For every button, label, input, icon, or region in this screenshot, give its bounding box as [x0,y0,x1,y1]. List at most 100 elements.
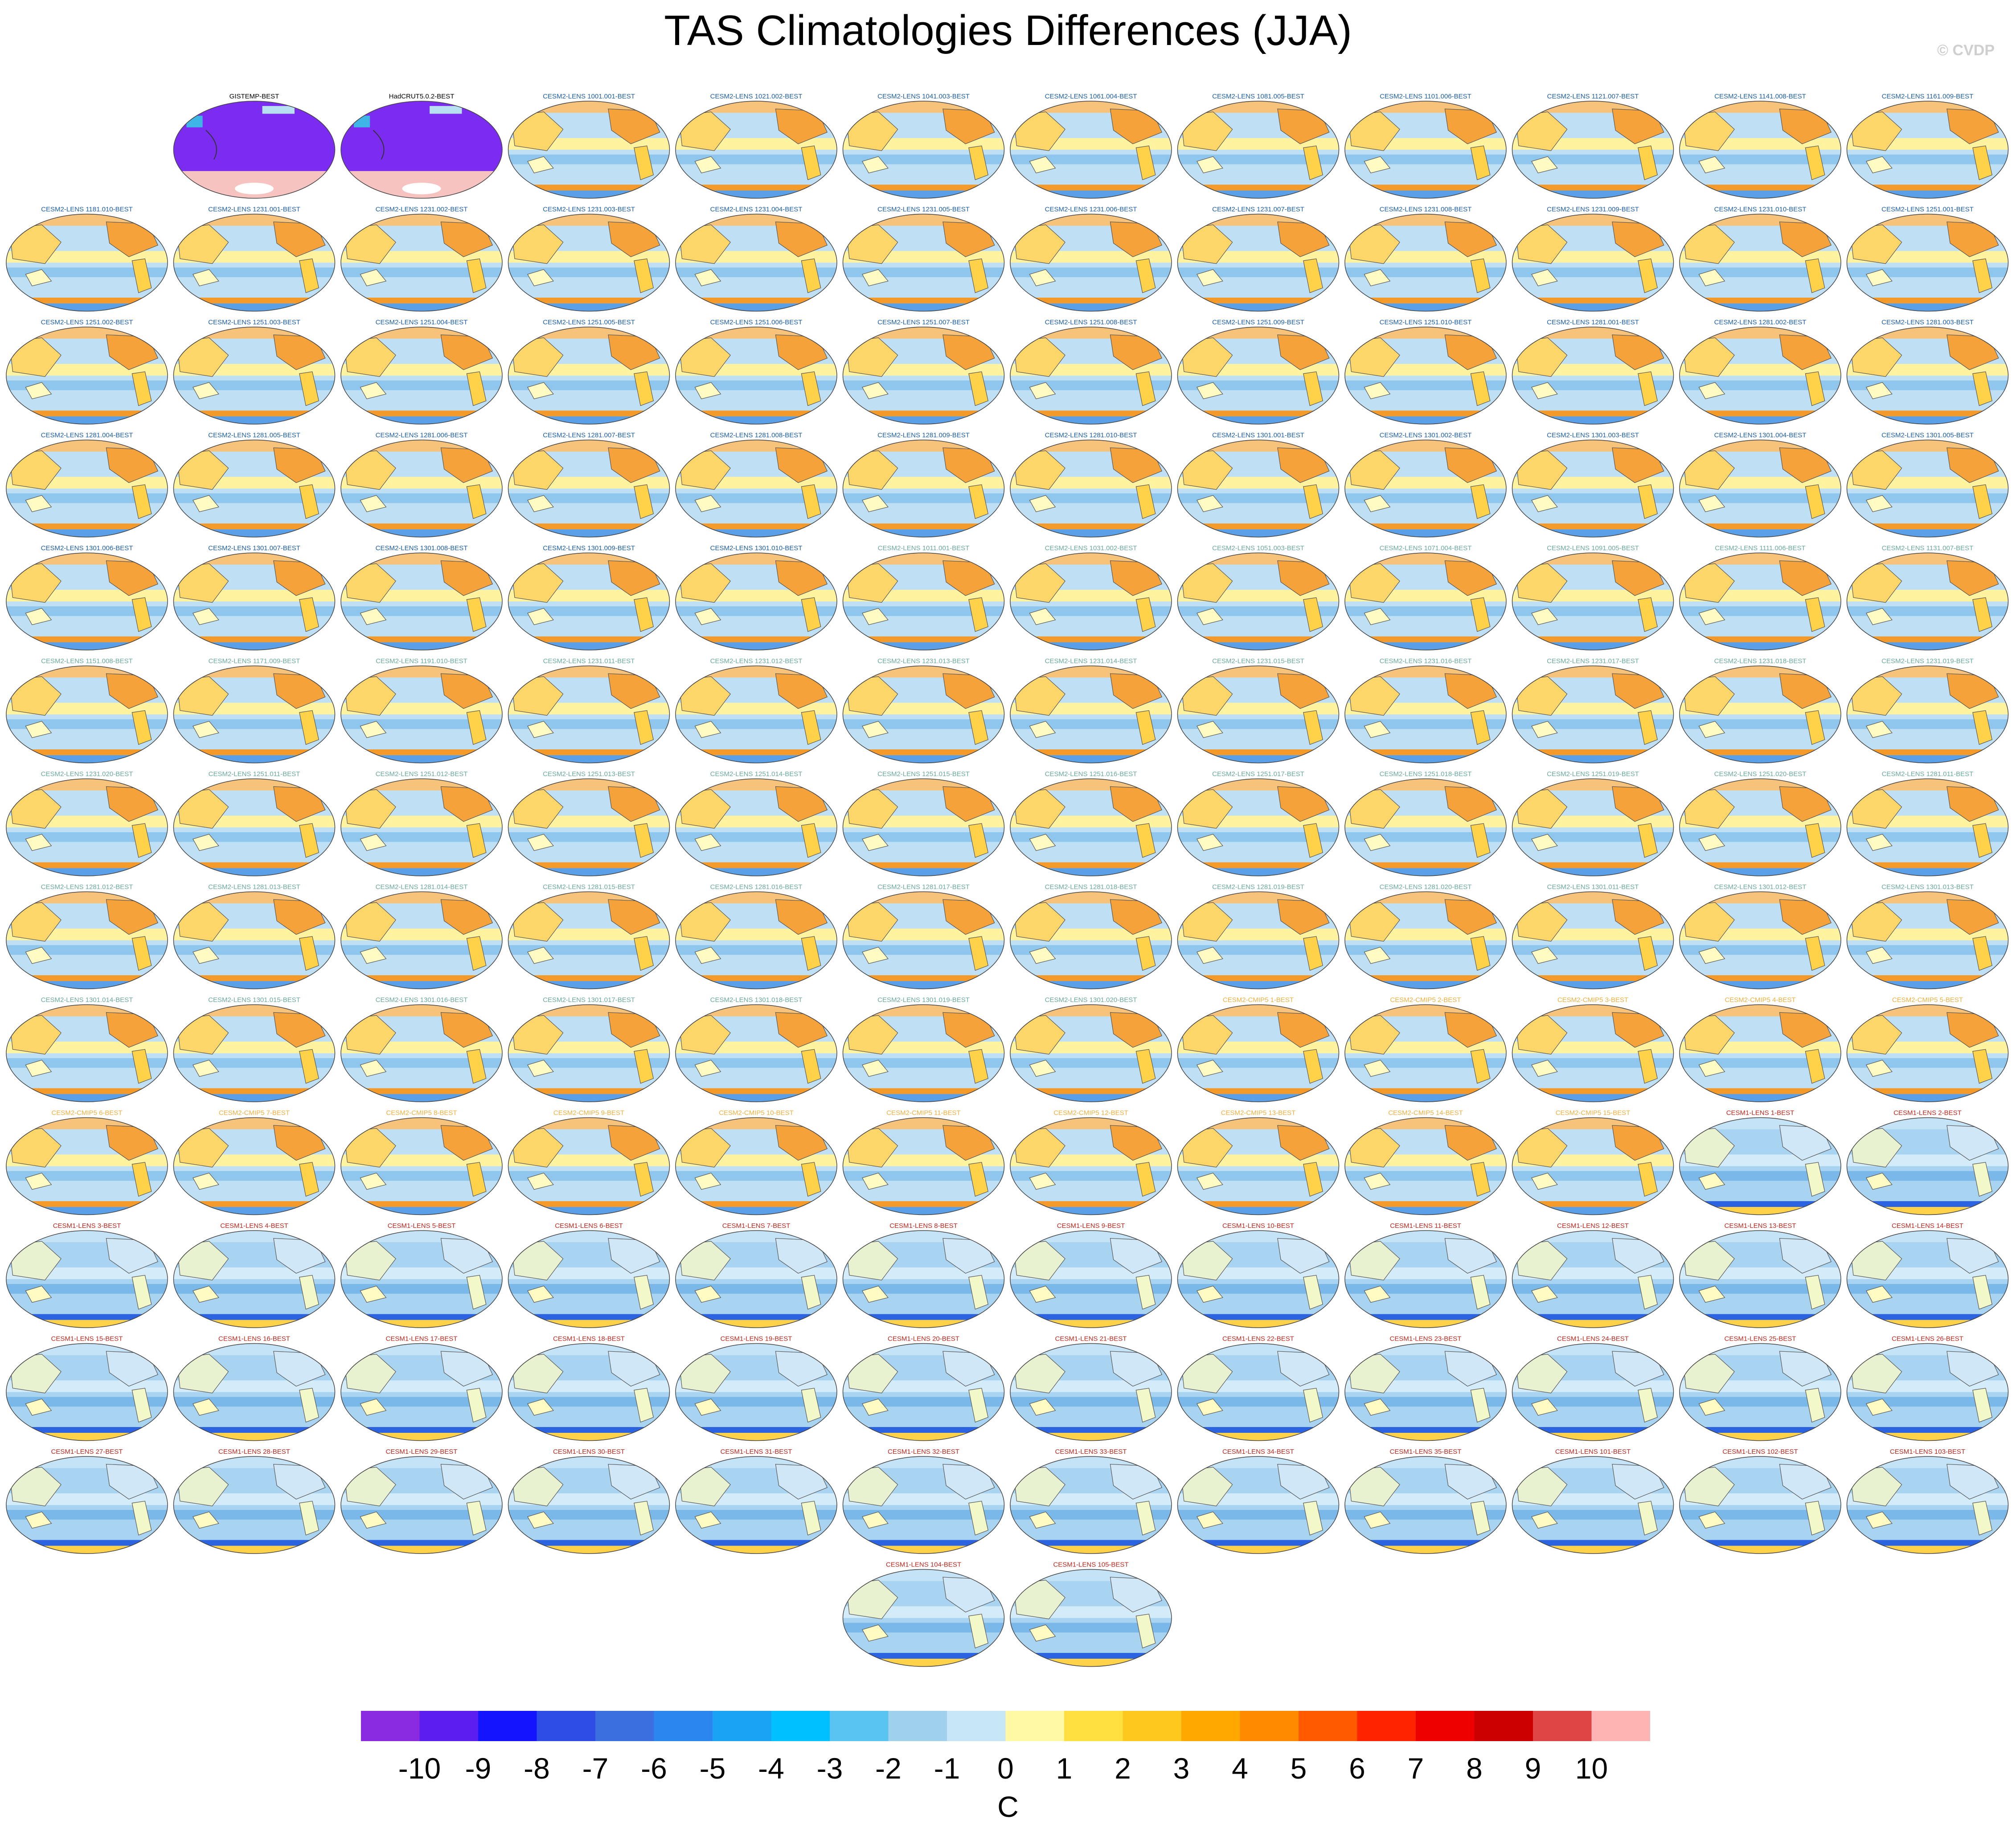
map-field [676,327,837,424]
map-field [1177,1117,1339,1215]
map-field [1177,1231,1339,1328]
map-panel: CESM2-LENS 1161.009-BEST [1846,93,2009,199]
map-field [676,892,837,989]
panel-label: CESM2-LENS 1281.005-BEST [208,432,300,439]
map-panel: CESM2-LENS 1111.006-BEST [1679,544,1841,650]
panel-label: CESM2-LENS 1301.002-BEST [1380,432,1472,439]
panel-label: CESM2-LENS 1301.015-BEST [208,996,300,1004]
colorbar-tick-label: -3 [817,1752,843,1785]
colorbar-box [1357,1711,1416,1741]
panel-label: CESM2-LENS 1301.003-BEST [1547,432,1639,439]
panel-label: CESM2-LENS 1251.018-BEST [1380,770,1472,778]
map-panel: CESM2-LENS 1231.016-BEST [1344,658,1507,764]
map-panel: CESM1-LENS 17-BEST [340,1335,503,1441]
map-field [341,214,502,311]
map-field [508,101,670,198]
panel-label: CESM2-LENS 1281.018-BEST [1045,883,1137,891]
map-field [6,666,168,763]
map-field [508,666,670,763]
colorbar: -10 -9 -8 -7 -6 -5 -4 -3 -2 -1 0 1 2 3 4 5 6 7 8 9 10 C [361,1711,1650,1823]
panel-label: CESM2-LENS 1281.015-BEST [543,883,635,891]
panel-label: CESM2-LENS 1251.006-BEST [710,319,803,326]
panel-label: CESM2-CMIP5 3-BEST [1557,996,1628,1004]
panel-label: CESM2-LENS 1231.006-BEST [1045,206,1137,213]
colorbar-tick-label: 9 [1525,1752,1541,1785]
map-panel: CESM1-LENS 101-BEST [1512,1448,1674,1554]
panel-label: CESM2-LENS 1281.003-BEST [1881,319,1974,326]
map-panel: CESM2-LENS 1301.010-BEST [675,544,837,650]
map-panel: CESM2-LENS 1301.019-BEST [842,996,1005,1102]
panel-label: CESM1-LENS 13-BEST [1725,1222,1796,1230]
map-panel: CESM1-LENS 4-BEST [173,1222,336,1328]
colorbar-tick-label: -10 [398,1752,441,1785]
map-panel: CESM1-LENS 25-BEST [1679,1335,1841,1441]
map-panel: CESM1-LENS 22-BEST [1177,1335,1340,1441]
map-panel: CESM2-LENS 1251.012-BEST [340,770,503,876]
panel-label: CESM2-LENS 1251.001-BEST [1881,206,1974,213]
panel-label: CESM1-LENS 15-BEST [51,1335,123,1343]
panel-label: CESM2-LENS 1301.012-BEST [1714,883,1807,891]
map-field [1345,1456,1506,1554]
panel-label: CESM2-LENS 1281.014-BEST [376,883,468,891]
map-panel: CESM1-LENS 24-BEST [1512,1335,1674,1441]
map-panel: CESM2-LENS 1301.007-BEST [173,544,336,650]
panel-label: CESM2-LENS 1251.020-BEST [1714,770,1807,778]
panel-label: CESM1-LENS 3-BEST [53,1222,121,1230]
map-field [173,214,335,311]
map-panel: CESM2-LENS 1281.018-BEST [1010,883,1172,990]
panel-label: CESM1-LENS 16-BEST [218,1335,290,1343]
map-field [6,327,168,424]
map-field [341,327,502,424]
map-panel: CESM2-LENS 1281.007-BEST [508,432,670,538]
map-panel: CESM2-LENS 1131.007-BEST [1846,544,2009,650]
panel-label: CESM2-LENS 1251.019-BEST [1547,770,1639,778]
panel-label: CESM2-LENS 1281.006-BEST [376,432,468,439]
map-panel: CESM1-LENS 23-BEST [1344,1335,1507,1441]
panel-label: GISTEMP-BEST [229,93,279,100]
map-panel: CESM2-LENS 1141.008-BEST [1679,93,1841,199]
colorbar-box [361,1711,420,1741]
map-panel: CESM2-CMIP5 11-BEST [842,1109,1005,1215]
map-panel: CESM2-CMIP5 13-BEST [1177,1109,1340,1215]
panel-label: CESM2-LENS 1231.008-BEST [1380,206,1472,213]
panel-label: CESM1-LENS 18-BEST [553,1335,625,1343]
map-field [341,666,502,763]
map-field [1177,666,1339,763]
panel-label: CESM2-LENS 1191.010-BEST [376,658,467,665]
panel-label: CESM1-LENS 25-BEST [1725,1335,1796,1343]
map-panel: CESM1-LENS 2-BEST [1846,1109,2009,1215]
panel-label: CESM2-LENS 1251.015-BEST [877,770,970,778]
map-panel: CESM2-LENS 1231.014-BEST [1010,658,1172,764]
map-field [1847,1456,2008,1554]
panel-label: CESM2-CMIP5 8-BEST [386,1109,457,1117]
panel-label: CESM1-LENS 5-BEST [388,1222,456,1230]
map-field [1345,327,1506,424]
map-field [676,1456,837,1554]
panel-label: CESM2-LENS 1251.005-BEST [543,319,635,326]
map-field [1010,553,1172,650]
panel-label: CESM2-LENS 1011.001-BEST [878,544,970,552]
panel-label: CESM1-LENS 31-BEST [721,1448,792,1456]
map-panel: CESM1-LENS 1-BEST [1679,1109,1841,1215]
map-field [1847,101,2008,198]
map-panel: CESM2-LENS 1231.011-BEST [508,658,670,764]
map-field [1680,1117,1841,1215]
panel-label: CESM2-LENS 1061.004-BEST [1045,93,1137,100]
map-field [676,779,837,876]
map-field [508,327,670,424]
map-panel: CESM2-LENS 1231.012-BEST [675,658,837,764]
map-panel: CESM2-LENS 1251.002-BEST [6,319,168,425]
map-panel: CESM2-LENS 1251.005-BEST [508,319,670,425]
panel-label: CESM2-LENS 1181.010-BEST [41,206,133,213]
map-field [1680,1343,1841,1441]
panel-label: CESM2-LENS 1231.004-BEST [710,206,803,213]
panel-label: CESM1-LENS 26-BEST [1892,1335,1963,1343]
map-field [1345,666,1506,763]
colorbar-box [1181,1711,1240,1741]
map-field [1847,666,2008,763]
map-panel: CESM1-LENS 18-BEST [508,1335,670,1441]
colorbar-tick-label: 4 [1232,1752,1248,1785]
map-field [6,553,168,650]
panel-label: CESM2-LENS 1281.002-BEST [1714,319,1807,326]
map-panel: CESM2-LENS 1281.003-BEST [1846,319,2009,425]
